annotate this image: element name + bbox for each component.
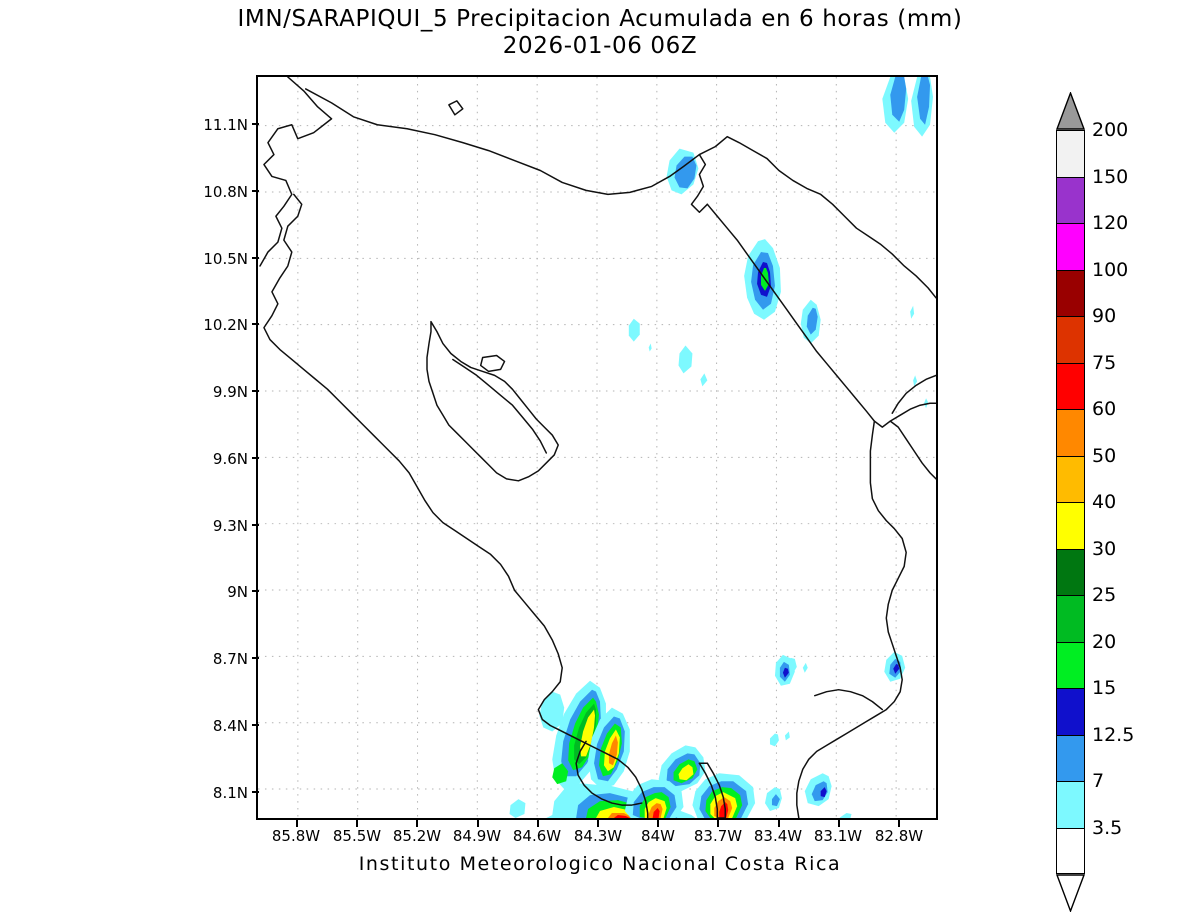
colorbar-cell (1056, 409, 1085, 456)
x-tick-label: 84W (641, 827, 675, 845)
page-subtitle: 2026-01-06 06Z (502, 33, 698, 60)
colorbar-tick-label: 20 (1092, 630, 1117, 653)
y-tick-label: 8.4N (212, 717, 248, 735)
colorbar-tick-label: 50 (1092, 444, 1117, 467)
x-tick-label: 85.8W (271, 827, 321, 845)
y-tick-mark (252, 190, 259, 192)
x-tick-mark (717, 820, 719, 827)
x-tick-mark (597, 820, 599, 827)
colorbar-tick-label: 60 (1092, 398, 1117, 420)
y-tick-label: 10.8N (203, 183, 248, 201)
x-tick-label: 84.3W (573, 827, 623, 845)
x-tick-label: 83.1W (813, 827, 863, 845)
colorbar-tick-label: 90 (1092, 305, 1117, 327)
y-tick-label: 9.9N (212, 383, 248, 401)
colorbar-cell (1056, 223, 1085, 270)
y-tick-mark (252, 457, 259, 459)
y-tick-label: 9.6N (212, 450, 248, 468)
colorbar-cell (1056, 548, 1085, 595)
y-tick-mark (252, 524, 259, 526)
colorbar-cell (1056, 502, 1085, 549)
x-tick-mark (296, 820, 298, 827)
colorbar-tick-label: 200 (1092, 119, 1129, 141)
colorbar-cell (1056, 781, 1085, 828)
colorbar-cell (1056, 827, 1085, 874)
map-gridlines (258, 77, 936, 818)
x-tick-mark (838, 820, 840, 827)
x-tick-mark (477, 820, 479, 827)
x-tick-label: 83.7W (693, 827, 743, 845)
x-tick-mark (416, 820, 418, 827)
y-tick-label: 9N (227, 583, 248, 601)
colorbar-cell (1056, 455, 1085, 502)
y-tick-mark (252, 390, 259, 392)
x-tick-mark (537, 820, 539, 827)
y-tick-mark (252, 657, 259, 659)
colorbar-tick-label: 25 (1092, 584, 1117, 606)
y-tick-label: 10.5N (203, 250, 248, 268)
y-tick-label: 10.2N (203, 316, 248, 334)
x-tick-mark (778, 820, 780, 827)
page-title: IMN/SARAPIQUI_5 Precipitacion Acumulada … (237, 6, 963, 32)
colorbar-cell (1056, 734, 1085, 781)
footer-caption: Instituto Meteorologico Nacional Costa R… (358, 853, 842, 875)
x-tick-label: 85.2W (392, 827, 442, 845)
y-tick-label: 8.7N (212, 650, 248, 668)
y-tick-label: 9.3N (212, 517, 248, 535)
colorbar-tick-label: 75 (1092, 351, 1117, 374)
colorbar-under-arrow-icon (1056, 874, 1085, 912)
y-tick-mark (252, 123, 259, 125)
y-tick-label: 11.1N (203, 116, 248, 134)
colorbar-tick-label: 30 (1092, 537, 1117, 560)
colorbar-tick-label: 40 (1092, 491, 1117, 513)
colorbar-tick-label: 120 (1092, 212, 1129, 234)
colorbar-cell (1056, 316, 1085, 363)
y-tick-mark (252, 724, 259, 726)
colorbar-tick-label: 7 (1092, 770, 1105, 792)
colorbar-cell (1056, 688, 1085, 735)
colorbar-cell (1056, 595, 1085, 642)
colorbar-tick-label: 12.5 (1092, 723, 1135, 746)
colorbar-tick-label: 3.5 (1092, 816, 1123, 839)
colorbar-tick-label: 150 (1092, 165, 1129, 188)
precipitation-contours (509, 77, 934, 818)
colorbar-cell (1056, 269, 1085, 316)
colorbar-over-arrow-icon (1056, 92, 1085, 130)
y-tick-mark (252, 323, 259, 325)
x-tick-label: 85.5W (332, 827, 382, 845)
y-tick-mark (252, 791, 259, 793)
y-tick-mark (252, 257, 259, 259)
coastline-borders (259, 77, 936, 818)
x-tick-label: 82.8W (874, 827, 924, 845)
colorbar-tick-label: 15 (1092, 677, 1117, 699)
x-tick-mark (356, 820, 358, 827)
y-tick-label: 8.1N (212, 784, 248, 802)
map-plot-area[interactable] (256, 75, 938, 820)
colorbar-cells (1056, 130, 1085, 874)
x-tick-mark (898, 820, 900, 827)
colorbar-cell (1056, 362, 1085, 409)
colorbar-legend: 200 150 120 100 90 75 60 50 40 30 25 20 15 12.5 7 3.5 (1050, 92, 1190, 912)
x-tick-label: 84.9W (452, 827, 502, 845)
precipitation-map (258, 77, 936, 818)
x-tick-label: 84.6W (512, 827, 562, 845)
colorbar-cell (1056, 176, 1085, 223)
colorbar-cell (1056, 641, 1085, 688)
colorbar-tick-label: 100 (1092, 258, 1129, 281)
colorbar-cell (1056, 130, 1085, 177)
x-tick-mark (657, 820, 659, 827)
y-tick-mark (252, 590, 259, 592)
chart-title-block: IMN/SARAPIQUI_5 Precipitacion Acumulada … (0, 6, 1200, 60)
x-tick-label: 83.4W (753, 827, 803, 845)
